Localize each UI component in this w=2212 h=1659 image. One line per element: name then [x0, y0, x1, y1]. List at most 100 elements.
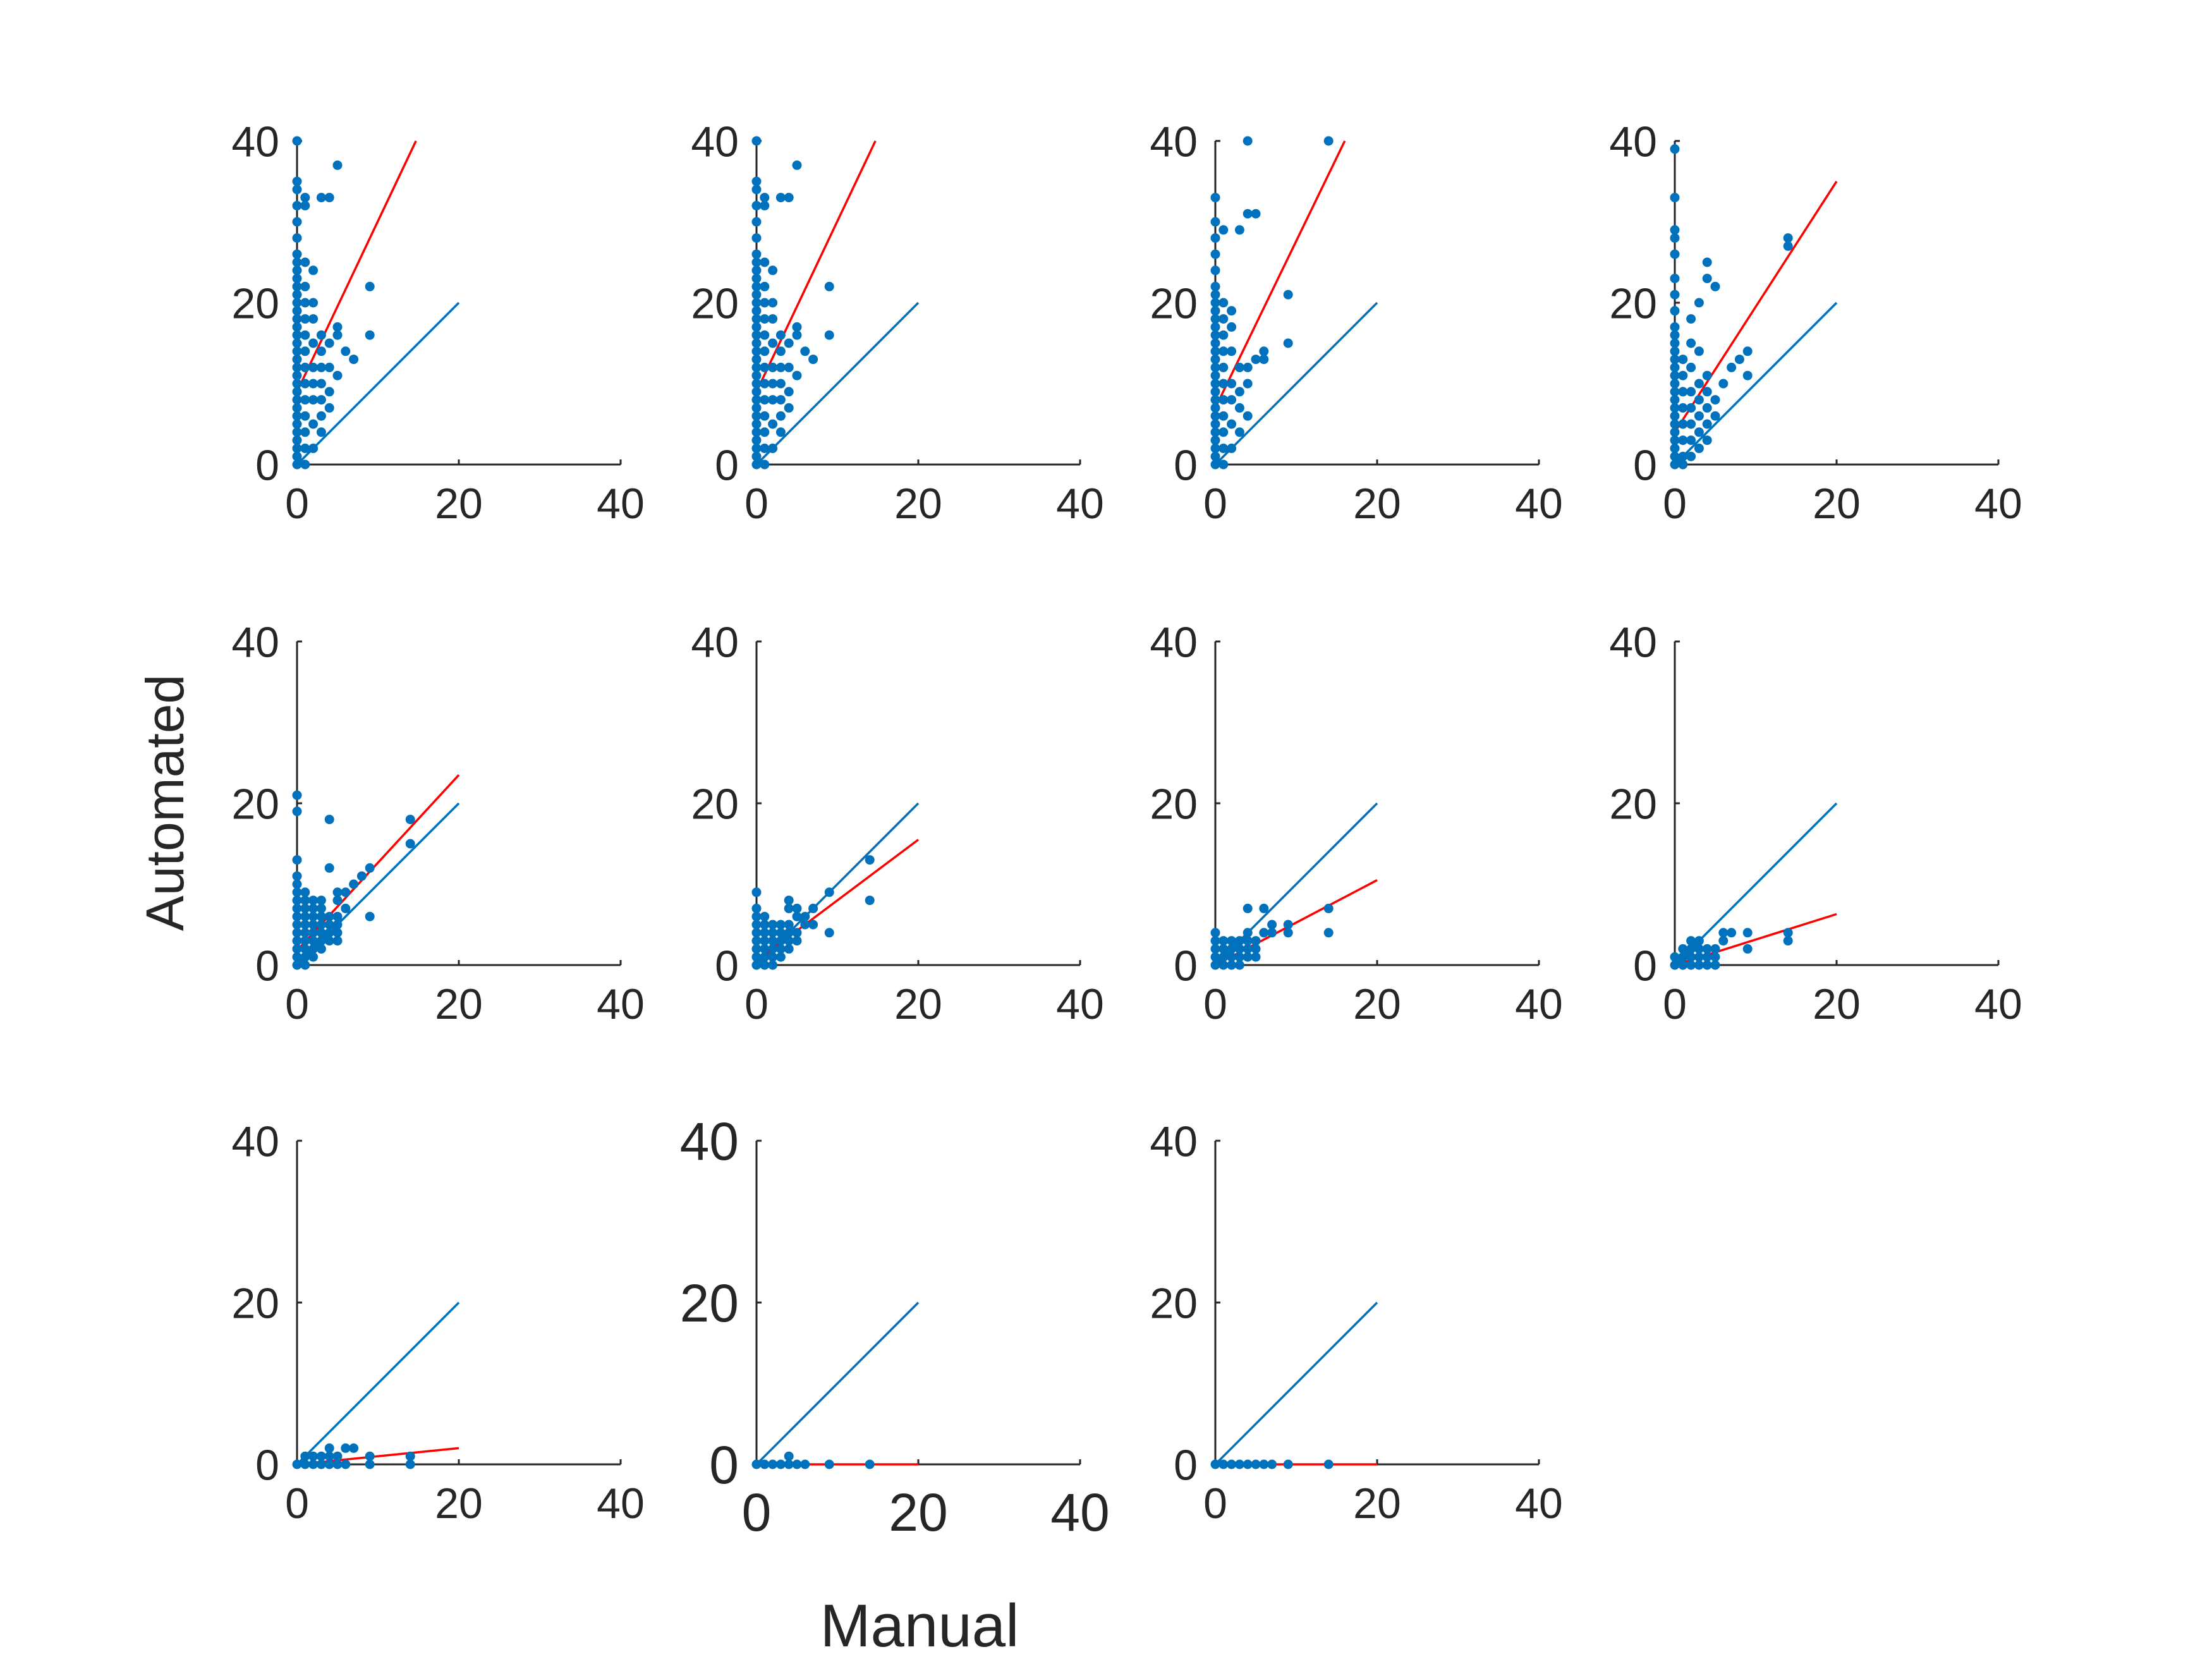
- data-point: [1694, 936, 1704, 946]
- data-point: [1243, 928, 1253, 938]
- data-point: [300, 952, 310, 962]
- data-point: [775, 362, 786, 372]
- data-point: [1670, 443, 1680, 453]
- data-point: [292, 443, 302, 453]
- data-point: [751, 314, 762, 324]
- data-point: [1210, 249, 1220, 259]
- data-point: [1670, 274, 1680, 284]
- data-point: [1710, 952, 1720, 962]
- data-point: [800, 346, 810, 356]
- data-point: [1251, 936, 1261, 946]
- data-point: [760, 362, 770, 372]
- data-point: [1710, 944, 1720, 954]
- data-point: [292, 952, 302, 962]
- panel-9: 0 20 40 0 20 40: [231, 1117, 644, 1528]
- data-point: [1227, 419, 1237, 429]
- data-point: [1210, 379, 1220, 389]
- data-point: [292, 306, 302, 316]
- data-point: [784, 338, 794, 348]
- x-tick-label: 40: [1056, 980, 1104, 1028]
- data-point: [1218, 314, 1229, 324]
- data-point: [751, 1459, 762, 1469]
- data-point: [1210, 265, 1220, 276]
- data-point: [356, 871, 367, 881]
- data-point: [1702, 387, 1712, 397]
- data-point: [300, 936, 310, 946]
- data-point: [1678, 370, 1688, 380]
- data-point: [1686, 944, 1696, 954]
- data-point: [792, 1459, 802, 1469]
- data-point: [768, 928, 778, 938]
- data-point: [751, 427, 762, 437]
- data-point: [1218, 459, 1229, 470]
- y-tick-label: 0: [715, 441, 739, 489]
- data-point: [1678, 435, 1688, 446]
- x-tick-label: 0: [744, 980, 769, 1028]
- data-point: [324, 928, 334, 938]
- data-point: [751, 233, 762, 243]
- data-point: [316, 911, 326, 921]
- data-point: [292, 387, 302, 397]
- data-point: [1210, 193, 1220, 203]
- data-point: [1670, 289, 1680, 300]
- data-point: [1210, 370, 1220, 380]
- data-point: [324, 338, 334, 348]
- data-point: [865, 1459, 875, 1469]
- data-point: [332, 887, 343, 897]
- data-point: [1702, 257, 1712, 267]
- data-point: [300, 281, 310, 291]
- data-point: [1234, 1459, 1244, 1469]
- data-point: [292, 419, 302, 429]
- identity-line: [1674, 301, 1838, 466]
- data-point: [292, 936, 302, 946]
- data-point: [1727, 362, 1737, 372]
- data-point: [1267, 920, 1277, 930]
- data-point: [292, 233, 302, 243]
- data-point: [1267, 928, 1277, 938]
- data-point: [292, 806, 302, 817]
- data-point: [292, 1459, 302, 1469]
- data-point: [1734, 355, 1744, 365]
- data-point: [1694, 395, 1704, 405]
- data-point: [365, 863, 375, 873]
- data-point: [1670, 144, 1680, 154]
- x-tick-label: 20: [1813, 480, 1861, 528]
- x-tick-label: 40: [597, 1480, 645, 1528]
- data-point: [1670, 362, 1680, 372]
- data-point: [332, 920, 343, 930]
- data-point: [784, 1459, 794, 1469]
- data-point: [1259, 346, 1269, 356]
- data-point: [768, 338, 778, 348]
- y-tick-label: 40: [231, 118, 279, 166]
- data-point: [292, 911, 302, 921]
- data-point: [316, 896, 326, 906]
- data-point: [1218, 395, 1229, 405]
- data-point: [300, 443, 310, 453]
- data-point: [751, 265, 762, 276]
- y-tick-label: 40: [1150, 1117, 1198, 1165]
- data-point: [1718, 379, 1729, 389]
- data-point: [1783, 233, 1793, 243]
- y-tick-label: 20: [691, 279, 739, 327]
- data-point: [784, 936, 794, 946]
- data-point: [365, 911, 375, 921]
- x-tick-label: 20: [1353, 1480, 1401, 1528]
- data-point: [1678, 355, 1688, 365]
- data-point: [341, 887, 351, 897]
- data-point: [300, 395, 310, 405]
- y-tick-label: 40: [1150, 618, 1198, 666]
- data-point: [1702, 960, 1712, 970]
- data-point: [792, 903, 802, 913]
- x-tick-label: 20: [435, 1480, 483, 1528]
- data-point: [1323, 1459, 1334, 1469]
- data-point: [760, 314, 770, 324]
- x-axis-title: Manual: [820, 1592, 1019, 1659]
- data-point: [1210, 411, 1220, 421]
- data-point: [751, 306, 762, 316]
- data-point: [1670, 346, 1680, 356]
- data-point: [800, 920, 810, 930]
- data-point: [292, 855, 302, 865]
- data-point: [1702, 435, 1712, 446]
- panel-4: 0 20 40 0 20 40: [1609, 118, 2022, 528]
- data-point: [751, 911, 762, 921]
